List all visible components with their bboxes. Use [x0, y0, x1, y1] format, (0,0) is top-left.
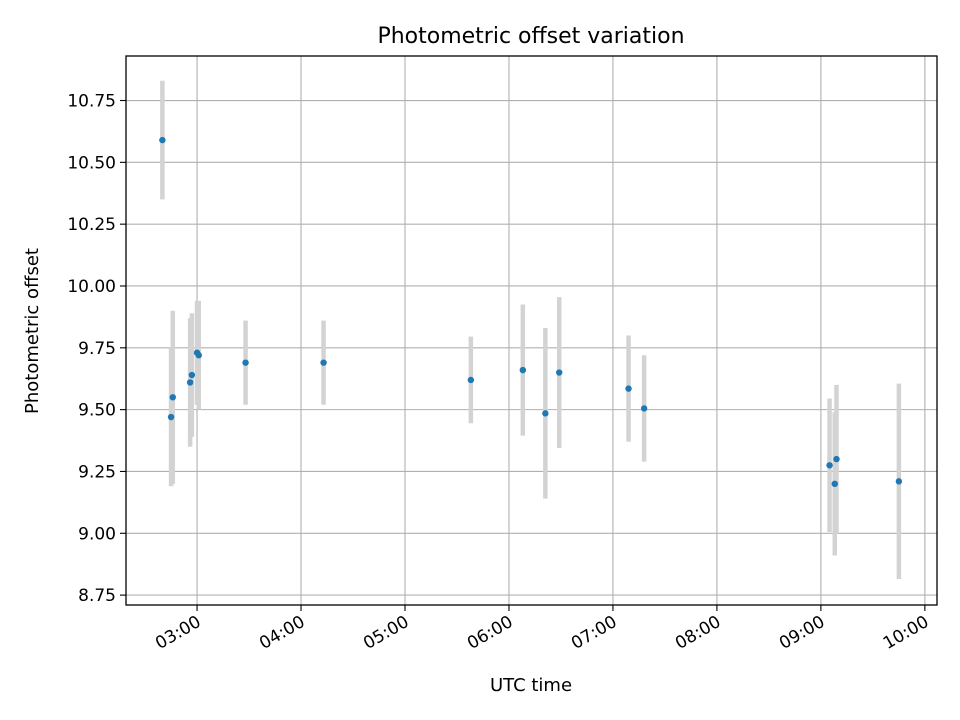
- y-tick-label: 9.75: [78, 339, 116, 359]
- plot-frame: [125, 55, 938, 606]
- data-point: [195, 352, 202, 359]
- y-tick-label: 9.25: [78, 462, 116, 482]
- data-point: [542, 410, 549, 417]
- y-tick-label: 10.00: [67, 277, 116, 297]
- y-axis: 8.75 9.00 9.25 9.50 9.75 10.00 10.25 10.50 10.75: [67, 92, 126, 606]
- data-point: [519, 366, 527, 374]
- grid: [126, 56, 937, 605]
- data-point: [188, 371, 196, 379]
- data-point: [167, 413, 175, 421]
- data-point: [895, 478, 903, 485]
- data-point: [186, 379, 194, 386]
- data-point: [831, 480, 838, 488]
- y-tick-label: 9.50: [78, 401, 116, 421]
- data-point: [833, 455, 840, 463]
- data-point: [640, 405, 648, 412]
- y-tick-label: 10.25: [67, 215, 116, 235]
- y-tick-label: 10.50: [67, 153, 116, 173]
- y-tick-label: 9.00: [78, 524, 116, 544]
- data-point: [467, 376, 475, 384]
- data-point: [556, 369, 563, 376]
- chart-title: Photometric offset variation: [377, 24, 684, 49]
- data-point: [242, 359, 249, 366]
- data-point: [159, 136, 166, 144]
- y-tick-label: 10.75: [67, 92, 116, 112]
- data-point: [320, 359, 327, 366]
- y-tick-label: 8.75: [78, 586, 116, 606]
- data-point: [625, 385, 632, 392]
- x-axis-label: UTC time: [490, 675, 572, 696]
- y-axis-label: Photometric offset: [22, 248, 43, 414]
- data-points: [159, 136, 903, 488]
- data-point: [826, 462, 833, 469]
- data-point: [169, 394, 176, 401]
